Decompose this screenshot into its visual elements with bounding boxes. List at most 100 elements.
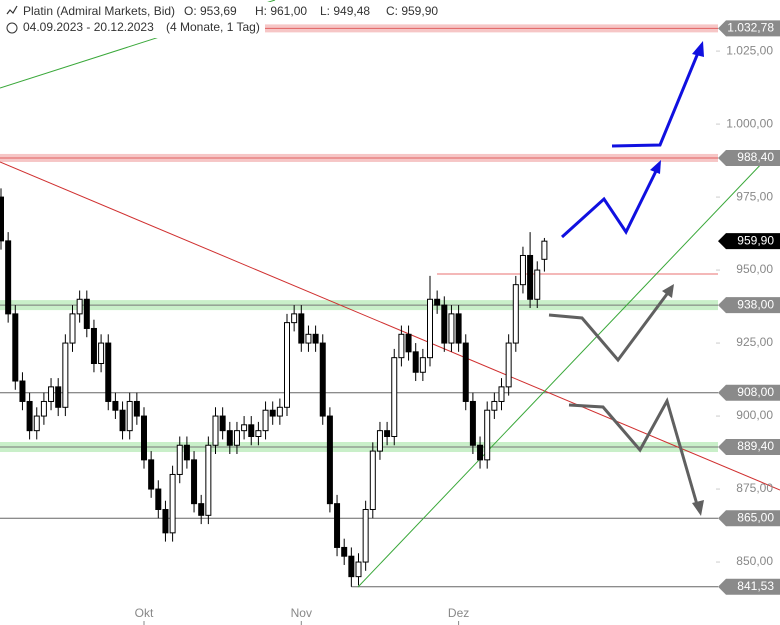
candle-body	[312, 333, 319, 344]
candle-body	[398, 333, 405, 359]
price-label-box	[718, 297, 780, 314]
candle-body	[305, 333, 312, 344]
scenario-arrow	[548, 289, 672, 363]
candle-body	[133, 400, 140, 417]
header: Platin (Admiral Markets, Bid) O: 953,69 …	[6, 4, 260, 34]
candle-body	[391, 357, 398, 437]
candle-body	[62, 342, 69, 408]
candle-body	[284, 322, 290, 408]
header-bg	[0, 0, 265, 38]
price-label: 908,00	[737, 385, 774, 399]
chart-icon	[6, 5, 18, 15]
candle-body	[198, 503, 205, 516]
candle-body	[541, 240, 548, 260]
candle-body	[519, 254, 526, 286]
arrow-head	[650, 160, 661, 174]
candle-body	[469, 400, 476, 446]
x-tick-label: Nov	[291, 606, 312, 620]
price-label: 938,00	[737, 297, 774, 311]
candle-body	[362, 508, 369, 563]
candle-body	[169, 473, 176, 534]
price-label: 865,00	[737, 510, 774, 524]
candle-body	[233, 430, 240, 446]
price-label-box	[718, 20, 780, 37]
chart-title: Platin (Admiral Markets, Bid)	[23, 4, 175, 18]
header-low: L: 949,48	[320, 4, 370, 18]
candle-body	[262, 409, 269, 432]
y-tick-label: 1.025,00	[726, 43, 773, 57]
candle-body	[19, 380, 26, 402]
candle-body	[212, 415, 219, 446]
candle-body	[105, 342, 112, 402]
candle-body	[205, 444, 212, 516]
scenario-arrow	[568, 397, 700, 509]
candle-body	[505, 342, 512, 388]
candle-body	[298, 313, 305, 344]
candle-body	[126, 400, 133, 432]
candle-body	[0, 196, 4, 242]
candle-body	[83, 298, 90, 329]
scenario-arrow	[560, 164, 661, 239]
candle-body	[98, 342, 105, 365]
candle-body	[427, 298, 433, 359]
clock-icon	[6, 22, 18, 34]
candle-body	[326, 415, 333, 505]
price-label: 959,90	[737, 233, 774, 247]
y-tick-label: 850,00	[736, 554, 773, 568]
candle-body	[376, 430, 383, 452]
arrow-head	[692, 500, 704, 516]
price-label-box	[718, 578, 780, 595]
candle-body	[448, 313, 455, 344]
header-close: C: 959,90	[386, 4, 438, 18]
candle-body	[534, 269, 541, 300]
candle-body	[76, 298, 83, 315]
y-tick-label: 950,00	[736, 262, 773, 276]
candle-body	[319, 342, 326, 417]
candle-body	[33, 415, 40, 432]
candle-body	[369, 450, 376, 510]
candle-body	[26, 400, 33, 432]
candle-body	[527, 254, 534, 300]
candle-body	[512, 284, 519, 344]
header-period: (4 Monate, 1 Tag)	[166, 20, 260, 34]
candle-body	[491, 400, 498, 411]
price-label: 889,40	[737, 439, 774, 453]
price-label-box	[718, 149, 780, 166]
candle-body	[90, 327, 97, 365]
header-range: 04.09.2023 - 20.12.2023	[23, 20, 154, 34]
y-tick-label: 975,00	[736, 189, 773, 203]
candle-body	[419, 357, 426, 373]
candle-body	[219, 415, 226, 432]
price-label: 841,53	[737, 579, 774, 593]
candle-body	[462, 342, 469, 402]
candle-body	[434, 298, 441, 306]
candle-body	[112, 400, 119, 411]
candle-body	[5, 240, 12, 315]
candle-body	[69, 313, 76, 344]
candle-body	[48, 386, 55, 402]
price-label-box	[718, 439, 780, 456]
candle-body	[40, 400, 47, 417]
price-label-box	[718, 233, 780, 250]
price-label-box	[718, 384, 780, 401]
candle-body	[162, 508, 169, 534]
price-label-box	[718, 510, 780, 527]
candle-body	[12, 313, 19, 382]
candle-body	[441, 304, 448, 344]
candle-body	[55, 386, 62, 408]
candle-body	[241, 424, 248, 432]
candle-body	[455, 313, 462, 344]
price-label: 988,40	[737, 150, 774, 164]
candle-body	[248, 424, 255, 437]
candle-body	[276, 406, 283, 417]
candle-body	[498, 386, 505, 402]
header-bg	[255, 2, 415, 20]
candle-body	[341, 546, 348, 557]
candle-body	[155, 488, 162, 510]
candle-body	[348, 555, 355, 578]
arrow-head	[662, 284, 674, 298]
price-label: 1.032,78	[727, 21, 774, 35]
candle-body	[141, 415, 147, 461]
candle-body	[405, 333, 412, 353]
candle-body	[176, 444, 183, 475]
